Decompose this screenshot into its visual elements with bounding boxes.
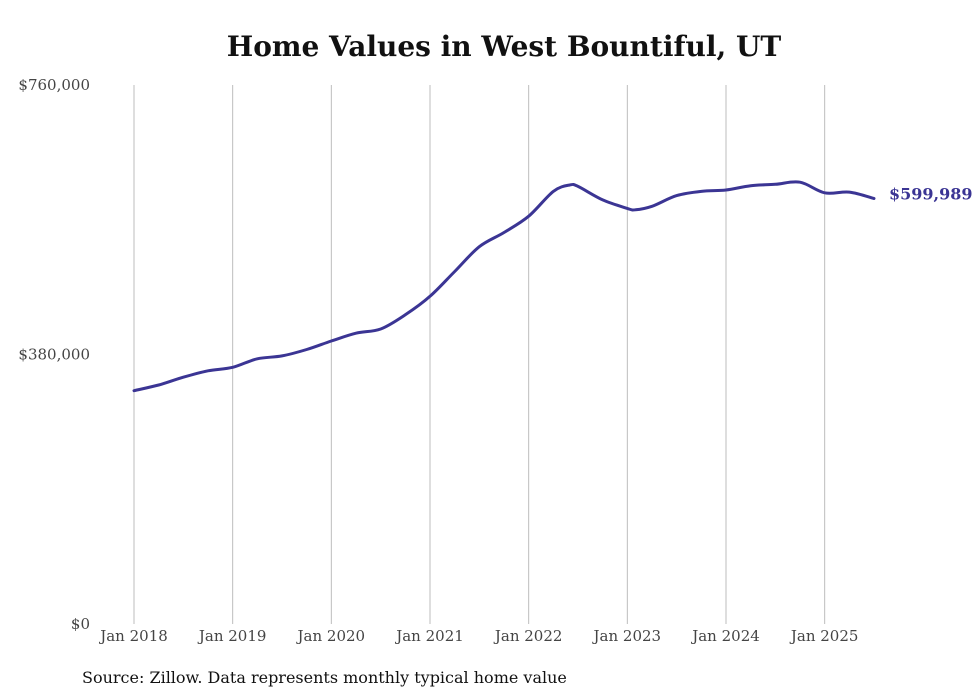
x-tick-label: Jan 2020 [296, 627, 366, 645]
y-tick-label: $760,000 [18, 76, 90, 94]
y-tick-label: $380,000 [18, 346, 90, 364]
chart-title: Home Values in West Bountiful, UT [226, 30, 782, 63]
x-tick-label: Jan 2022 [493, 627, 563, 645]
y-tick-label: $0 [71, 615, 90, 633]
x-tick-label: Jan 2021 [394, 627, 464, 645]
grid-lines [133, 85, 826, 624]
source-note: Source: Zillow. Data represents monthly … [82, 668, 567, 687]
x-tick-label: Jan 2024 [690, 627, 760, 645]
data-labels: $599,989 [889, 184, 973, 203]
x-tick-label: Jan 2019 [197, 627, 267, 645]
y-axis-tick-labels: $0 $380,000 $760,000 [18, 76, 90, 633]
x-tick-label: Jan 2018 [98, 627, 168, 645]
series-lines [132, 180, 876, 393]
x-axis-tick-labels: Jan 2018 Jan 2019 Jan 2020 Jan 2021 Jan 2022… [98, 627, 858, 645]
x-tick-label: Jan 2023 [592, 627, 662, 645]
x-tick-label: Jan 2025 [789, 627, 859, 645]
home-value-line [132, 180, 876, 393]
end-value-label: $599,989 [889, 184, 973, 203]
